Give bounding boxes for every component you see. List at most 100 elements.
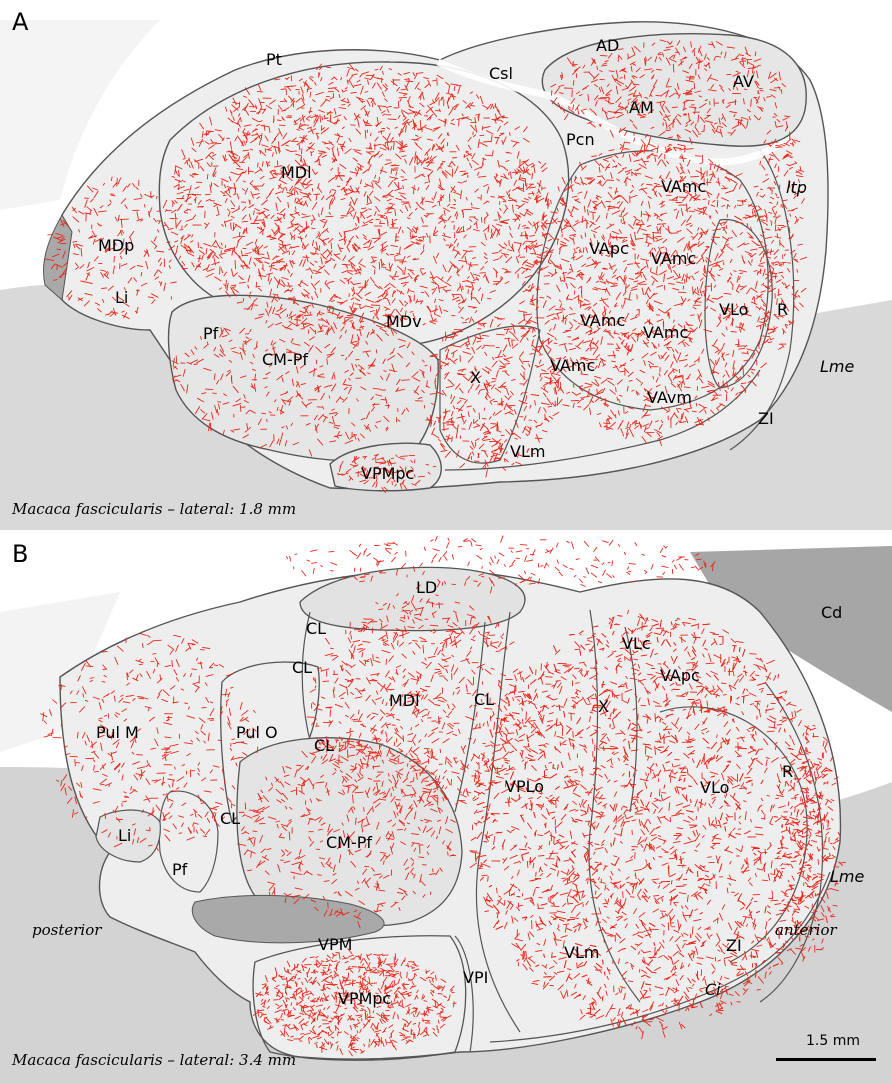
fiber-fragment: [316, 373, 325, 377]
fiber-fragment: [441, 276, 444, 280]
fiber-fragment: [281, 240, 285, 249]
fiber-fragment: [762, 268, 766, 277]
fiber-fragment: [385, 268, 391, 272]
fiber-fragment: [263, 207, 270, 211]
fiber-fragment: [559, 92, 564, 95]
fiber-fragment: [758, 246, 765, 249]
fiber-fragment: [203, 367, 212, 372]
fiber-fragment: [298, 144, 301, 151]
fiber-fragment: [206, 341, 209, 346]
fiber-fragment: [485, 276, 488, 281]
fiber-fragment: [441, 170, 448, 176]
fiber-fragment: [83, 300, 90, 307]
fiber-fragment: [740, 382, 747, 385]
fiber-fragment: [613, 111, 623, 114]
fiber-fragment: [337, 143, 345, 146]
fiber-fragment: [732, 350, 735, 358]
fiber-fragment: [569, 224, 576, 232]
fiber-fragment: [448, 244, 454, 249]
fiber-fragment: [751, 65, 754, 74]
fiber-fragment: [762, 304, 768, 308]
fiber-fragment: [738, 347, 745, 350]
fiber-fragment: [192, 214, 197, 219]
fiber-fragment: [628, 291, 631, 301]
fiber-fragment: [710, 84, 714, 90]
fiber-fragment: [265, 308, 270, 317]
fiber-fragment: [470, 124, 476, 131]
fiber-fragment: [703, 291, 706, 297]
fiber-fragment: [317, 186, 323, 193]
fiber-fragment: [676, 134, 680, 140]
fiber-fragment: [105, 313, 109, 316]
fiber-fragment: [708, 158, 714, 164]
fiber-fragment: [705, 190, 713, 196]
fiber-fragment: [415, 134, 419, 137]
fiber-fragment: [660, 351, 667, 359]
fiber-fragment: [656, 318, 664, 323]
fiber-fragment: [541, 167, 548, 173]
fiber-fragment: [686, 228, 693, 235]
fiber-fragment: [583, 385, 593, 389]
fiber-fragment: [309, 142, 313, 145]
fiber-fragment: [224, 154, 226, 160]
fiber-fragment: [757, 215, 763, 220]
fiber-fragment: [650, 329, 659, 332]
fiber-fragment: [405, 407, 410, 412]
fiber-fragment: [762, 155, 766, 159]
fiber-fragment: [567, 184, 574, 190]
fiber-fragment: [53, 279, 58, 281]
fiber-fragment: [278, 246, 285, 253]
fiber-fragment: [690, 236, 695, 238]
fiber-fragment: [543, 214, 548, 218]
fiber-fragment: [699, 277, 704, 281]
fiber-fragment: [474, 166, 482, 171]
fiber-fragment: [451, 161, 456, 167]
fiber-fragment: [687, 330, 696, 332]
fiber-fragment: [473, 425, 480, 428]
fiber-fragment: [706, 57, 710, 61]
fiber-fragment: [749, 226, 753, 231]
fiber-fragment: [725, 104, 731, 109]
fiber-fragment: [629, 190, 634, 194]
fiber-fragment: [355, 226, 360, 231]
fiber-fragment: [599, 70, 603, 72]
fiber-fragment: [578, 385, 584, 388]
fiber-fragment: [529, 298, 538, 303]
fiber-fragment: [383, 415, 390, 423]
fiber-fragment: [456, 450, 460, 458]
fiber-fragment: [720, 87, 725, 92]
fiber-fragment: [407, 269, 414, 271]
fiber-fragment: [723, 292, 732, 295]
fiber-fragment: [300, 86, 304, 94]
fiber-fragment: [454, 165, 459, 175]
fiber-fragment: [598, 181, 603, 187]
fiber-fragment: [665, 121, 668, 130]
fiber-fragment: [525, 319, 530, 326]
fiber-fragment: [301, 401, 308, 408]
fiber-fragment: [716, 126, 719, 131]
fiber-fragment: [463, 419, 467, 425]
fiber-fragment: [308, 347, 312, 353]
fiber-fragment: [724, 362, 728, 368]
fiber-fragment: [561, 72, 563, 77]
fiber-fragment: [626, 109, 629, 115]
fiber-fragment: [394, 208, 397, 216]
fiber-fragment: [250, 191, 254, 199]
fiber-fragment: [173, 184, 180, 188]
fiber-fragment: [297, 358, 300, 362]
fiber-fragment: [526, 261, 534, 266]
fiber-fragment: [760, 298, 766, 306]
fiber-fragment: [261, 199, 268, 206]
fiber-fragment: [235, 223, 242, 229]
fiber-fragment: [442, 361, 449, 366]
fiber-fragment: [669, 58, 677, 63]
fiber-fragment: [313, 115, 318, 124]
fiber-fragment: [684, 335, 694, 340]
fiber-fragment: [557, 379, 560, 389]
fiber-fragment: [651, 275, 658, 283]
fiber-fragment: [470, 288, 474, 296]
fiber-fragment: [655, 420, 659, 423]
fiber-fragment: [729, 258, 733, 263]
fiber-fragment: [380, 258, 383, 268]
fiber-fragment: [678, 157, 687, 159]
